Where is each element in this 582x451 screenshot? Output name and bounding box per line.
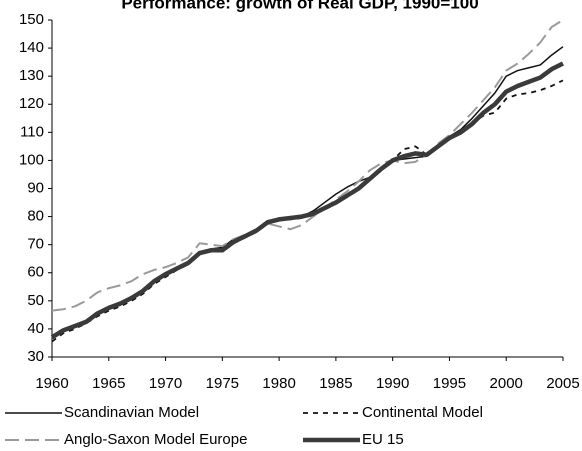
series-line (51, 79, 564, 343)
x-tick-label: 1980 (262, 375, 295, 392)
x-tick-label: 1985 (319, 375, 352, 392)
y-tick-label: 100 (19, 151, 44, 168)
legend-label: EU 15 (362, 431, 404, 448)
x-tick-label: 1995 (433, 375, 466, 392)
x-tick-label: 2005 (546, 375, 579, 392)
legend-label: Anglo-Saxon Model Europe (64, 431, 247, 448)
y-tick-label: 90 (27, 179, 44, 196)
y-tick-label: 150 (19, 11, 44, 28)
x-tick-label: 2000 (490, 375, 523, 392)
x-tick-label: 1960 (35, 375, 68, 392)
y-tick-label: 50 (27, 292, 44, 309)
y-tick-label: 70 (27, 236, 44, 253)
x-tick-label: 1965 (92, 375, 125, 392)
y-tick-label: 80 (27, 208, 44, 225)
y-tick-label: 60 (27, 264, 44, 281)
y-tick-label: 110 (20, 123, 44, 140)
y-tick-label: 140 (19, 39, 44, 56)
y-tick-label: 40 (27, 320, 44, 337)
x-tick-label: 1970 (149, 375, 182, 392)
x-tick-label: 1975 (206, 375, 239, 392)
x-tick-label: 1990 (376, 375, 409, 392)
legend-label: Scandinavian Model (64, 404, 199, 421)
series-line (51, 46, 564, 339)
series-line (50, 61, 564, 340)
series-line (51, 19, 564, 312)
y-tick-label: 30 (27, 348, 44, 365)
y-tick-label: 120 (19, 95, 44, 112)
legend-label: Continental Model (362, 404, 483, 421)
y-tick-label: 130 (19, 67, 44, 84)
chart-title: Performance: growth of Real GDP, 1990=10… (121, 0, 478, 12)
